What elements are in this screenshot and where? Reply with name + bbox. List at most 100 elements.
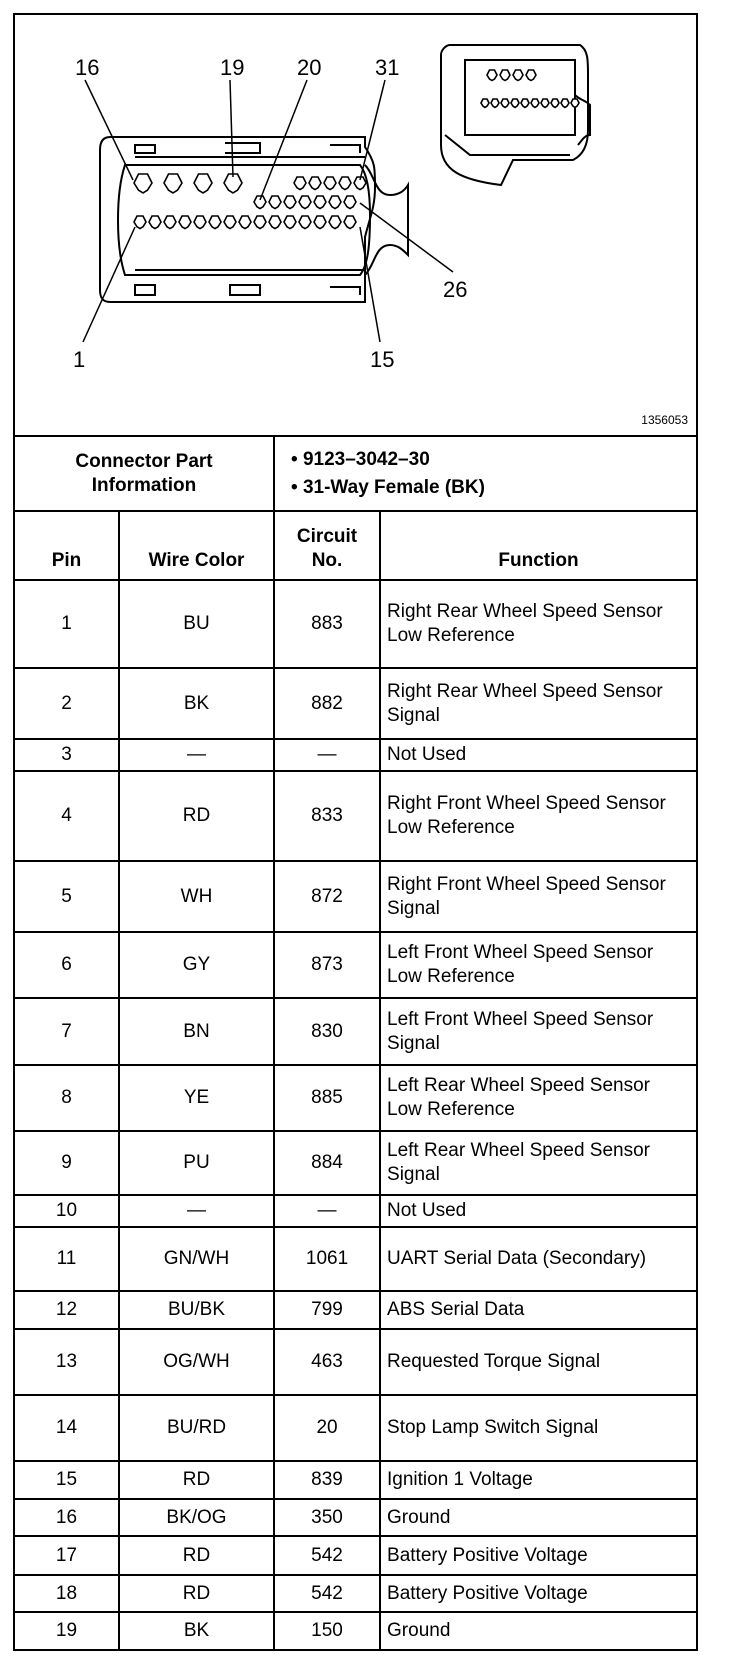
terminal-cavity-3d (499, 69, 511, 82)
terminal-cavity-3d (550, 98, 560, 109)
terminal-cavity-large (193, 173, 213, 194)
terminal-cavity (178, 215, 192, 230)
pin-cell: 8 (15, 1064, 120, 1132)
circuit-cell: — (273, 738, 382, 772)
function-cell: Not Used (379, 1194, 696, 1228)
leader-line (359, 79, 386, 181)
function-cell: Right Rear Wheel Speed Sensor Signal (379, 667, 696, 740)
table-row: 12 BU/BK 799 ABS Serial Data (15, 1290, 696, 1330)
circuit-cell: 463 (273, 1328, 382, 1396)
pin-number-label: 31 (375, 55, 399, 80)
table-row: 5 WH 872 Right Front Wheel Speed Sensor Sig… (15, 860, 696, 933)
terminal-cavity (268, 195, 282, 210)
function-cell: Left Rear Wheel Speed Sensor Signal (379, 1130, 696, 1196)
terminal-cavity (293, 176, 307, 191)
terminal-cavity-3d (560, 98, 570, 109)
wire-color-cell: GY (117, 931, 276, 999)
circuit-cell: 20 (273, 1394, 382, 1462)
pin-cell: 17 (15, 1535, 120, 1576)
pin-cell: 6 (15, 931, 120, 999)
leader-line (229, 79, 234, 178)
header-function: Function (379, 510, 696, 581)
function-cell: Ground (379, 1611, 696, 1649)
terminal-cavity-3d (512, 69, 524, 82)
wire-color-cell: BU/BK (117, 1290, 276, 1330)
terminal-cavity (163, 215, 177, 230)
connector-inner-outline (116, 164, 372, 276)
terminal-cavity (343, 215, 357, 230)
terminal-cavity (328, 215, 342, 230)
connector-drawing: 16 19 20 31 26 1 15 (73, 44, 591, 372)
pin-cell: 15 (15, 1460, 120, 1500)
circuit-cell: 873 (273, 931, 382, 999)
connector-part-number: • 9123–3042–30 (291, 448, 430, 470)
circuit-cell: 799 (273, 1290, 382, 1330)
connector-info-row: Connector Part Information • 9123–3042–3… (15, 437, 696, 512)
table-row: 1 BU 883 Right Rear Wheel Speed Sensor Low … (15, 579, 696, 669)
connector-info-label: Connector Part Information (15, 437, 276, 512)
terminal-cavity (193, 215, 207, 230)
function-cell: Stop Lamp Switch Signal (379, 1394, 696, 1462)
terminal-cavity (323, 176, 337, 191)
wire-color-cell: BU (117, 579, 276, 669)
wire-color-cell: — (117, 738, 276, 772)
pin-cell: 12 (15, 1290, 120, 1330)
terminal-cavity-3d (530, 98, 540, 109)
pin-cell: 11 (15, 1226, 120, 1292)
terminal-cavity (223, 215, 237, 230)
circuit-cell: 882 (273, 667, 382, 740)
leader-line (359, 226, 381, 343)
table-row: 10— — Not Used (15, 1194, 696, 1228)
wire-color-cell: WH (117, 860, 276, 933)
terminal-cavity-large (223, 173, 243, 194)
terminal-cavity (208, 215, 222, 230)
table-row: 8 YE 885 Left Rear Wheel Speed Sensor Low R… (15, 1064, 696, 1132)
connector-description: • 31-Way Female (BK) (291, 476, 485, 498)
terminal-cavity-large (163, 173, 183, 194)
terminal-cavity (313, 195, 327, 210)
wire-color-cell: BK/OG (117, 1498, 276, 1537)
table-row: 17 RD 542 Battery Positive Voltage (15, 1535, 696, 1576)
pin-number-label: 19 (220, 55, 244, 80)
pin-cell: 3 (15, 738, 120, 772)
table-row: 13 OG/WH 463 Requested Torque Signal (15, 1328, 696, 1396)
function-cell: Not Used (379, 738, 696, 772)
figure-code: 1356053 (641, 413, 688, 427)
connector-latch (364, 164, 409, 276)
table-row: 4 RD 833 Right Front Wheel Speed Sensor Low… (15, 770, 696, 862)
terminal-cavity (328, 195, 342, 210)
function-cell: Ground (379, 1498, 696, 1537)
circuit-cell: 350 (273, 1498, 382, 1537)
header-pin: Pin (15, 510, 120, 581)
table-row: 3— — Not Used (15, 738, 696, 772)
connector-info-values: • 9123–3042–30 • 31-Way Female (BK) (273, 437, 696, 512)
function-cell: Battery Positive Voltage (379, 1535, 696, 1576)
pin-cell: 5 (15, 860, 120, 933)
table-row: 6 GY 873 Left Front Wheel Speed Sensor Low … (15, 931, 696, 999)
wire-color-cell: PU (117, 1130, 276, 1196)
function-cell: Right Front Wheel Speed Sensor Signal (379, 860, 696, 933)
table-row: 2 BK 882 Right Rear Wheel Speed Sensor Sign… (15, 667, 696, 740)
terminal-cavity-3d (570, 98, 580, 109)
circuit-cell: 885 (273, 1064, 382, 1132)
wire-color-cell: GN/WH (117, 1226, 276, 1292)
terminal-cavity (283, 215, 297, 230)
circuit-cell: 872 (273, 860, 382, 933)
pin-number-label: 1 (73, 347, 85, 372)
connector-diagram: 16 19 20 31 26 1 15 1356053 (15, 15, 696, 437)
leader-line (259, 79, 308, 201)
connector-3d-view (440, 44, 589, 187)
wire-color-cell: BU/RD (117, 1394, 276, 1462)
pin-cell: 16 (15, 1498, 120, 1537)
header-circuit: Circuit No. (273, 510, 382, 581)
terminal-cavity-3d (510, 98, 520, 109)
function-cell: Right Front Wheel Speed Sensor Low Refer… (379, 770, 696, 862)
terminal-cavity (308, 176, 322, 191)
table-row: 7 BN 830 Left Front Wheel Speed Sensor Sign… (15, 997, 696, 1066)
wire-color-cell: OG/WH (117, 1328, 276, 1396)
terminal-cavity (298, 215, 312, 230)
function-cell: UART Serial Data (Secondary) (379, 1226, 696, 1292)
circuit-cell: 542 (273, 1574, 382, 1613)
function-cell: Left Front Wheel Speed Sensor Signal (379, 997, 696, 1066)
connector-pinout-table: Connector Part Information • 9123–3042–3… (15, 437, 696, 1649)
